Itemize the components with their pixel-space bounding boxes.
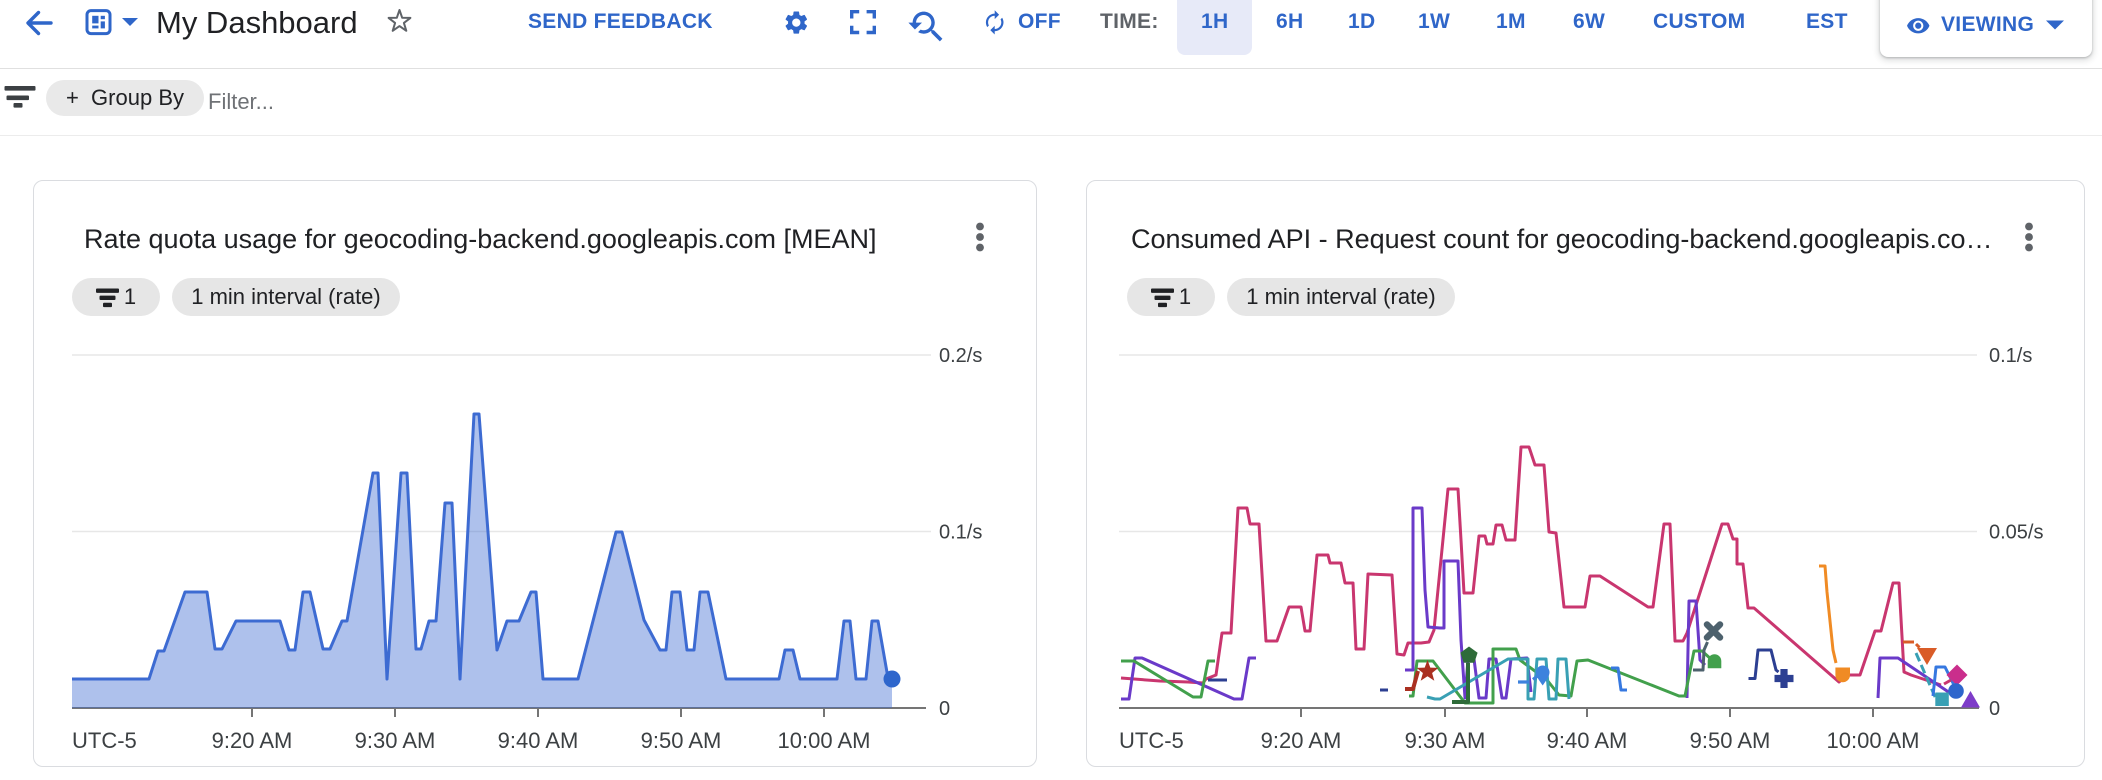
- svg-text:UTC-5: UTC-5: [72, 728, 137, 753]
- svg-text:10:00 AM: 10:00 AM: [778, 728, 871, 753]
- svg-text:9:50 AM: 9:50 AM: [641, 728, 722, 753]
- svg-text:9:50 AM: 9:50 AM: [1690, 728, 1771, 753]
- svg-text:10:00 AM: 10:00 AM: [1827, 728, 1920, 753]
- svg-text:UTC-5: UTC-5: [1119, 728, 1184, 753]
- svg-text:9:40 AM: 9:40 AM: [498, 728, 579, 753]
- svg-text:9:30 AM: 9:30 AM: [355, 728, 436, 753]
- svg-text:0: 0: [939, 698, 950, 720]
- svg-text:9:30 AM: 9:30 AM: [1405, 728, 1486, 753]
- svg-text:0.1/s: 0.1/s: [939, 522, 982, 544]
- svg-text:0.05/s: 0.05/s: [1989, 522, 2043, 544]
- svg-text:9:40 AM: 9:40 AM: [1547, 728, 1628, 753]
- svg-text:9:20 AM: 9:20 AM: [212, 728, 293, 753]
- svg-text:9:20 AM: 9:20 AM: [1261, 728, 1342, 753]
- svg-text:0.1/s: 0.1/s: [1989, 345, 2032, 367]
- svg-text:0: 0: [1989, 698, 2000, 720]
- svg-text:0.2/s: 0.2/s: [939, 345, 982, 367]
